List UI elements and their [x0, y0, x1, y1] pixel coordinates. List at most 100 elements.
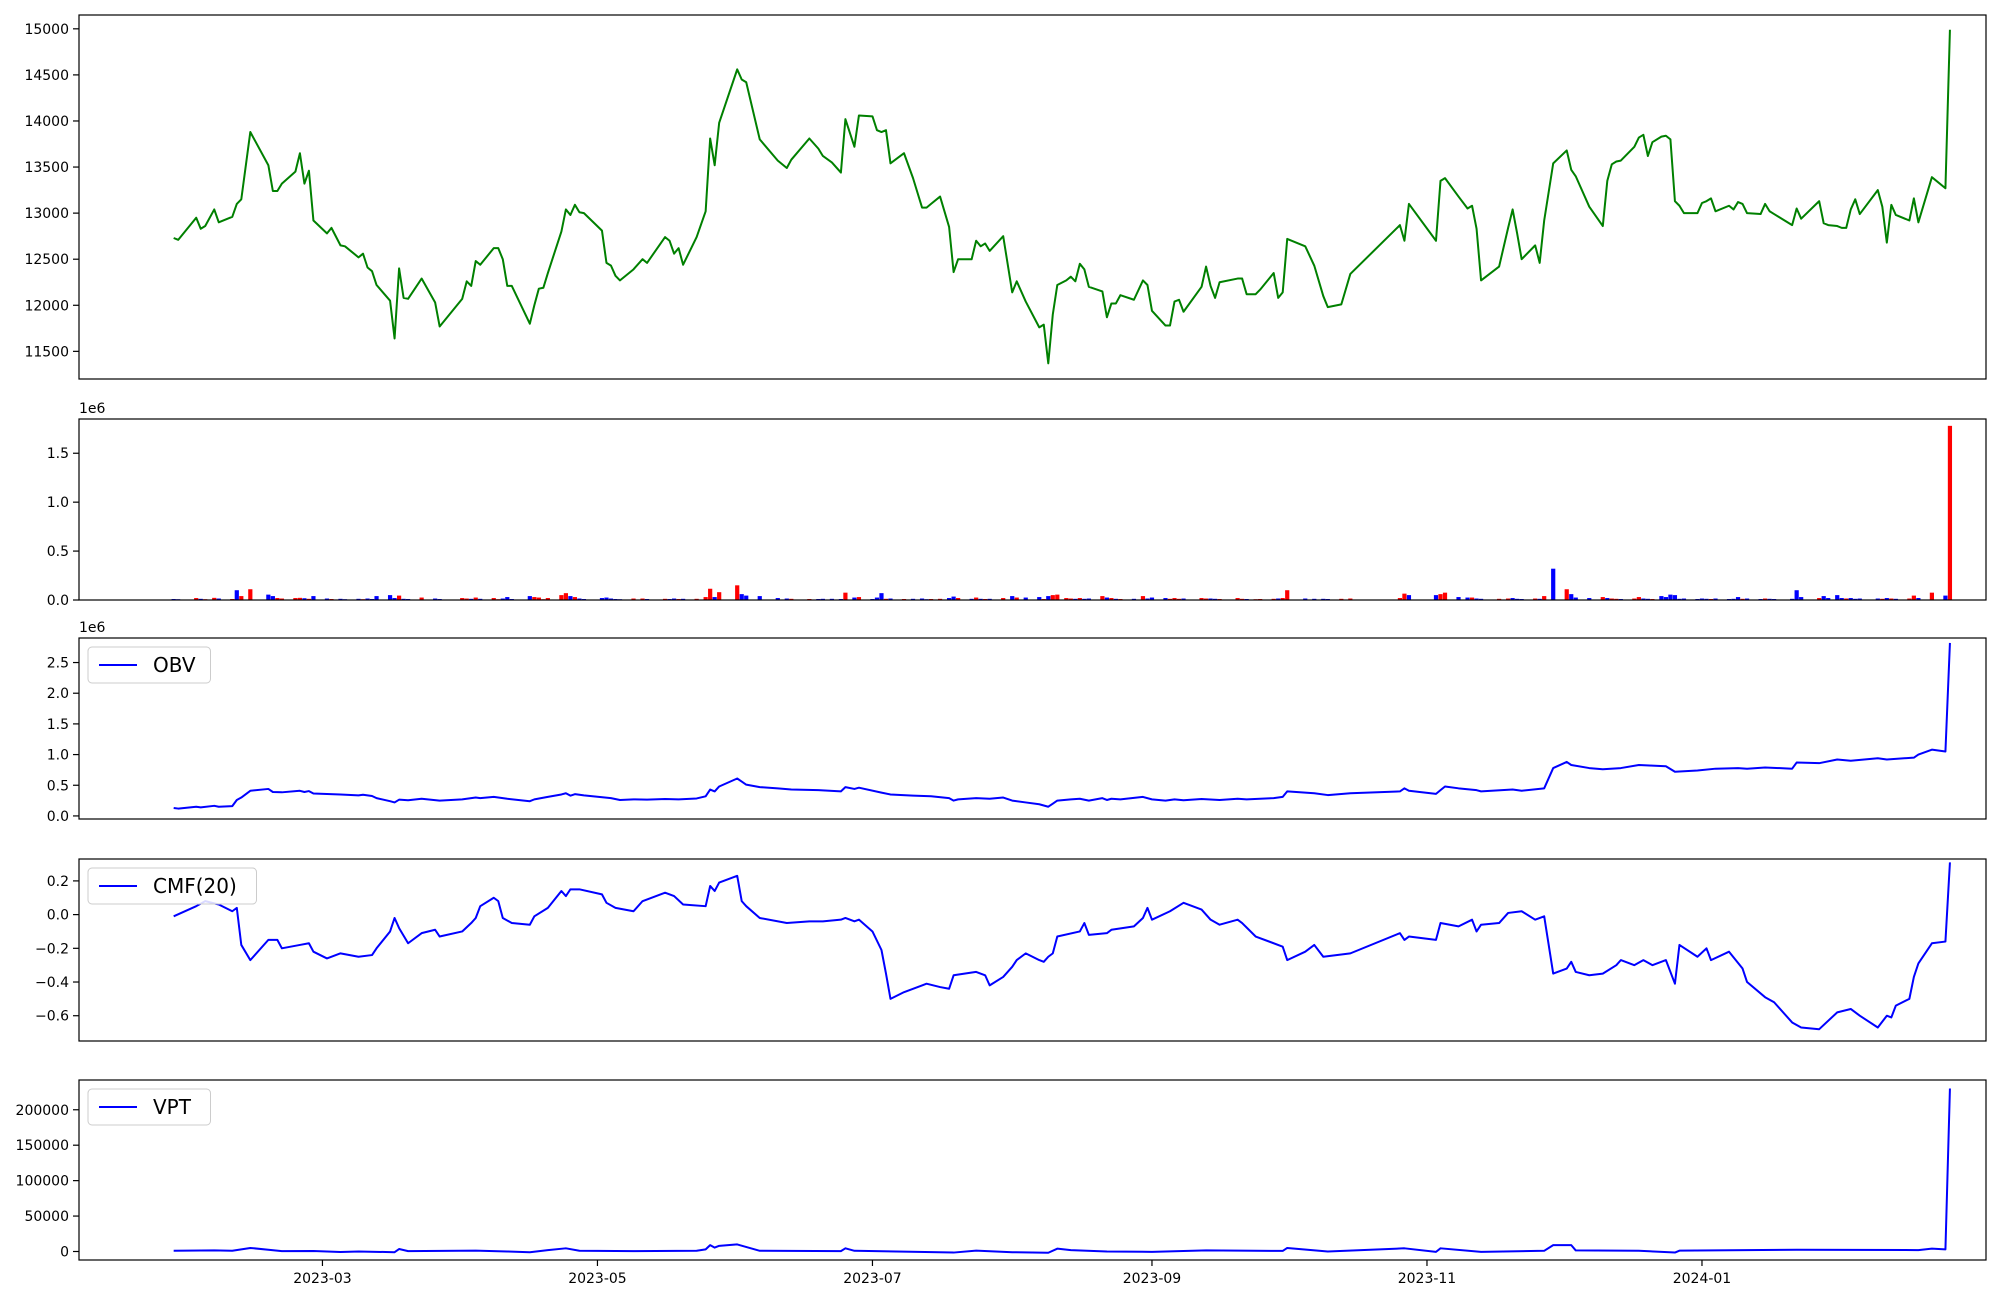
vpt-ytick-label: 100000	[16, 1174, 69, 1190]
volume-bar	[500, 598, 505, 600]
volume-bar	[1641, 598, 1646, 600]
xtick-label: 2023-07	[843, 1271, 902, 1287]
volume-bar	[735, 585, 740, 600]
volume-bar	[1551, 568, 1556, 600]
volume-bar	[279, 598, 284, 600]
volume-bar	[433, 598, 438, 600]
volume-bar	[194, 598, 199, 600]
price-ytick-label: 12000	[24, 298, 69, 314]
volume-ytick-label: 1.0	[47, 495, 69, 511]
volume-bar	[1068, 598, 1073, 600]
volume-bar	[1947, 425, 1953, 600]
volume-bar	[374, 596, 379, 600]
volume-bar	[1587, 598, 1592, 600]
volume-bar	[1857, 598, 1862, 600]
volume-bar	[703, 597, 708, 600]
volume-bar	[712, 597, 717, 600]
volume-bar	[491, 598, 496, 600]
volume-bar	[1163, 598, 1168, 600]
volume-bar	[1172, 598, 1177, 600]
volume-bar	[324, 598, 330, 600]
volume-bar	[419, 597, 424, 600]
volume-bar	[1605, 598, 1610, 600]
legend-box	[87, 646, 211, 684]
volume-bar	[212, 597, 217, 600]
volume-bar	[1817, 598, 1822, 600]
volume-bar	[956, 598, 961, 600]
cmf-axes-frame	[78, 858, 1987, 1042]
volume-bar	[568, 596, 573, 600]
volume-bar	[1821, 596, 1826, 600]
volume-ytick-label: 0.0	[47, 593, 69, 609]
price-ytick-label: 13000	[24, 206, 69, 222]
cmf-ytick-label: −0.2	[35, 941, 69, 957]
volume-bar	[1100, 596, 1105, 600]
volume-bar	[1433, 595, 1439, 600]
volume-bar	[1636, 597, 1641, 600]
volume-bar	[856, 597, 862, 600]
volume-bar	[1609, 598, 1614, 600]
volume-bar	[1037, 597, 1042, 600]
xtick-label: 2024-01	[1673, 1271, 1732, 1287]
volume-bar	[1181, 598, 1186, 600]
volume-bar	[1140, 596, 1146, 600]
volume-bar	[1438, 594, 1443, 600]
volume-bar	[843, 592, 848, 600]
price-ytick-label: 13500	[24, 160, 69, 176]
volume-bar	[293, 598, 298, 600]
volume-ytick-label: 1.5	[47, 446, 69, 462]
volume-bar	[1469, 597, 1475, 600]
volume-bar	[744, 595, 749, 600]
volume-bar	[604, 597, 609, 600]
volume-bar	[874, 597, 880, 600]
volume-bar	[1826, 598, 1831, 600]
obv-legend: OBV	[87, 646, 211, 684]
volume-bar	[1510, 598, 1515, 600]
vpt-axes-frame	[78, 1079, 1987, 1261]
volume-bar	[1907, 598, 1912, 600]
volume-bar	[708, 588, 713, 600]
volume-bar	[599, 598, 605, 600]
volume-bar	[1848, 598, 1853, 600]
volume-bar	[1681, 598, 1687, 600]
volume-bar	[1086, 598, 1091, 600]
volume-bar	[239, 596, 244, 600]
volume-bar	[1406, 595, 1412, 600]
legend-label: OBV	[153, 653, 196, 677]
obv-series-line	[173, 642, 1951, 810]
volume-bar	[1145, 598, 1150, 600]
volume-bar	[1050, 595, 1055, 600]
volume-bar	[775, 598, 780, 600]
volume-bar	[1600, 597, 1605, 600]
volume-panel: 0.0 0.5 1.0 1.5 1e6	[47, 401, 1987, 609]
volume-bar	[527, 596, 532, 600]
price-ytick-label: 11500	[24, 344, 69, 360]
vpt-ytick-label: 50000	[24, 1209, 69, 1225]
price-ytick-label: 12500	[24, 252, 69, 268]
obv-ytick-label: 0.5	[47, 778, 69, 794]
volume-bar	[505, 597, 510, 600]
volume-bar	[365, 598, 370, 600]
obv-panel: 0.0 0.5 1.0 1.5 2.0 2.5 1e6 OBV	[47, 620, 1987, 825]
volume-bar	[1794, 590, 1799, 600]
volume-bar	[1474, 598, 1479, 600]
cmf-ytick-label: 0.0	[47, 908, 69, 924]
volume-bar	[1839, 598, 1844, 600]
volume-bar	[1285, 590, 1290, 600]
volume-bar	[974, 597, 979, 600]
cmf-plot-area	[173, 862, 1951, 1031]
cmf-panel: −0.6 −0.4 −0.2 0.0 0.2 CMF(20)	[35, 858, 1987, 1042]
volume-bar	[302, 598, 307, 600]
volume-bar	[1397, 598, 1403, 600]
vpt-series-line	[173, 1088, 1951, 1254]
volume-axis-offset-label: 1e6	[79, 401, 106, 417]
volume-bar	[1023, 597, 1028, 600]
volume-bar	[248, 589, 253, 600]
volume-bar	[1280, 598, 1285, 600]
volume-bar	[1203, 598, 1209, 600]
volume-bar	[919, 598, 925, 600]
cmf-ytick-label: −0.6	[35, 1009, 69, 1025]
obv-axis-offset-label: 1e6	[79, 620, 106, 636]
